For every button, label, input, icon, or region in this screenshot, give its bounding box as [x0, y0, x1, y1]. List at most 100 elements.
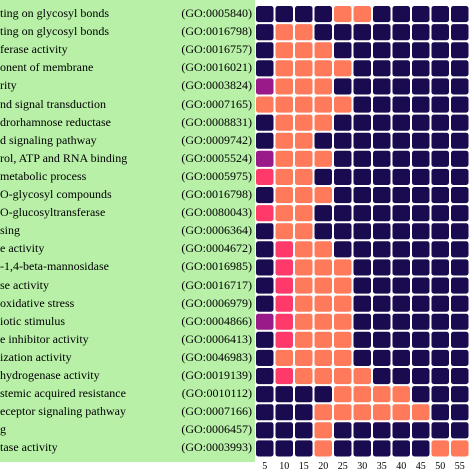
heatmap-cell: [373, 96, 391, 113]
heatmap-cell: [295, 205, 313, 222]
heatmap-cell: [451, 150, 469, 167]
heatmap-cell: [256, 150, 274, 167]
heatmap-cell: [275, 241, 293, 258]
go-term-name: tase activity: [0, 440, 58, 455]
heatmap-cell: [314, 96, 332, 113]
heatmap-cell: [373, 440, 391, 457]
heatmap-cell: [275, 132, 293, 149]
heatmap-cell: [314, 223, 332, 240]
heatmap-cell: [431, 295, 449, 312]
heatmap-cell: [451, 205, 469, 222]
go-term-name: O-glycosyl compounds: [0, 187, 112, 201]
heatmap-cell: [275, 331, 293, 348]
heatmap-cell: [275, 24, 293, 41]
go-term-name: nd signal transduction: [0, 96, 106, 111]
heatmap-cell: [431, 349, 449, 366]
row-label: ization activity (GO:0046983): [0, 347, 255, 366]
heatmap-cell: [392, 295, 410, 312]
heatmap-cell: [275, 96, 293, 113]
heatmap-cell: [392, 78, 410, 95]
go-term-name: e inhibitor activity: [0, 331, 89, 346]
heatmap-cell: [334, 368, 352, 385]
heatmap-cell: [431, 259, 449, 276]
heatmap-cell: [431, 78, 449, 95]
heatmap-cell: [295, 422, 313, 439]
heatmap-cell: [295, 368, 313, 385]
go-term-name: se activity: [0, 277, 49, 292]
heatmap-cell: [431, 132, 449, 149]
heatmap-cell: [373, 386, 391, 403]
go-term-name: ting on glycosyl bonds: [0, 24, 110, 39]
heatmap-cell: [412, 368, 430, 385]
heatmap-cell: [353, 114, 371, 131]
heatmap-cell: [256, 368, 274, 385]
heatmap-cell: [334, 78, 352, 95]
heatmap-cell: [373, 422, 391, 439]
heatmap-cell: [295, 440, 313, 457]
go-term-name: hydrogenase activity: [0, 368, 100, 382]
heatmap-cell: [256, 132, 274, 149]
row-label: nd signal transduction (GO:0007165): [0, 94, 255, 113]
heatmap-cell: [275, 78, 293, 95]
heatmap-cell: [314, 368, 332, 385]
heatmap-cell: [295, 60, 313, 77]
heatmap-cell: [314, 78, 332, 95]
heatmap-cell: [392, 404, 410, 421]
go-id: (GO:0004672): [178, 239, 252, 258]
heatmap-cell: [392, 114, 410, 131]
heatmap-cell: [412, 168, 430, 185]
heatmap-cell: [392, 223, 410, 240]
x-tick-label: 25: [337, 460, 348, 472]
heatmap-cell: [431, 187, 449, 204]
heatmap-cell: [392, 368, 410, 385]
heatmap-cell: [431, 386, 449, 403]
heatmap-cell: [412, 349, 430, 366]
heatmap-cell: [412, 241, 430, 258]
heatmap-cell: [334, 440, 352, 457]
heatmap-cell: [314, 168, 332, 185]
heatmap-cell: [451, 24, 469, 41]
heatmap-cell: [412, 422, 430, 439]
heatmap-cell: [275, 295, 293, 312]
heatmap-cell: [373, 241, 391, 258]
go-term-name: sing: [0, 223, 21, 238]
heatmap-cell: [373, 78, 391, 95]
heatmap-cell: [412, 205, 430, 222]
heatmap-cell: [275, 259, 293, 276]
heatmap-cell: [392, 132, 410, 149]
row-label: drorhamnose reductase (GO:0008831): [0, 112, 255, 131]
go-id: (GO:0006364): [178, 221, 252, 240]
heatmap-cell: [295, 313, 313, 330]
heatmap-cell: [314, 440, 332, 457]
heatmap-cell: [353, 259, 371, 276]
heatmap-cell: [392, 6, 410, 23]
heatmap-cell: [353, 168, 371, 185]
heatmap-cell: [353, 96, 371, 113]
heatmap-cell: [275, 6, 293, 23]
go-id: (GO:0008831): [178, 112, 252, 131]
heatmap-cell: [314, 42, 332, 59]
heatmap-cell: [451, 6, 469, 23]
heatmap-cell: [412, 223, 430, 240]
heatmap-cell: [256, 78, 274, 95]
heatmap-cell: [314, 60, 332, 77]
heatmap-cell: [295, 331, 313, 348]
heatmap-cell: [275, 223, 293, 240]
heatmap-cell: [275, 422, 293, 439]
go-term-name: g: [0, 422, 6, 437]
go-term-name: oxidative stress: [0, 295, 75, 310]
go-id: (GO:0005524): [178, 148, 252, 167]
heatmap-cell: [314, 24, 332, 41]
row-label: oxidative stress (GO:0006979): [0, 293, 255, 312]
heatmap-cell: [334, 168, 352, 185]
heatmap-cell: [334, 150, 352, 167]
heatmap-cell: [373, 277, 391, 294]
heatmap-cell: [256, 331, 274, 348]
go-term-name: rity: [0, 78, 17, 93]
go-id: (GO:0009742): [178, 130, 252, 149]
go-id: (GO:0005975): [178, 166, 252, 185]
go-id: (GO:0006979): [178, 293, 252, 312]
go-term-name: ization activity: [0, 349, 72, 364]
row-label: d signaling pathway (GO:0009742): [0, 130, 255, 149]
heatmap-cell: [392, 259, 410, 276]
